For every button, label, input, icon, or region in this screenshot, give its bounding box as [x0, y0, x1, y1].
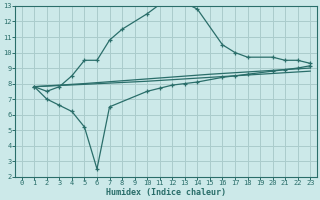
X-axis label: Humidex (Indice chaleur): Humidex (Indice chaleur) [106, 188, 226, 197]
